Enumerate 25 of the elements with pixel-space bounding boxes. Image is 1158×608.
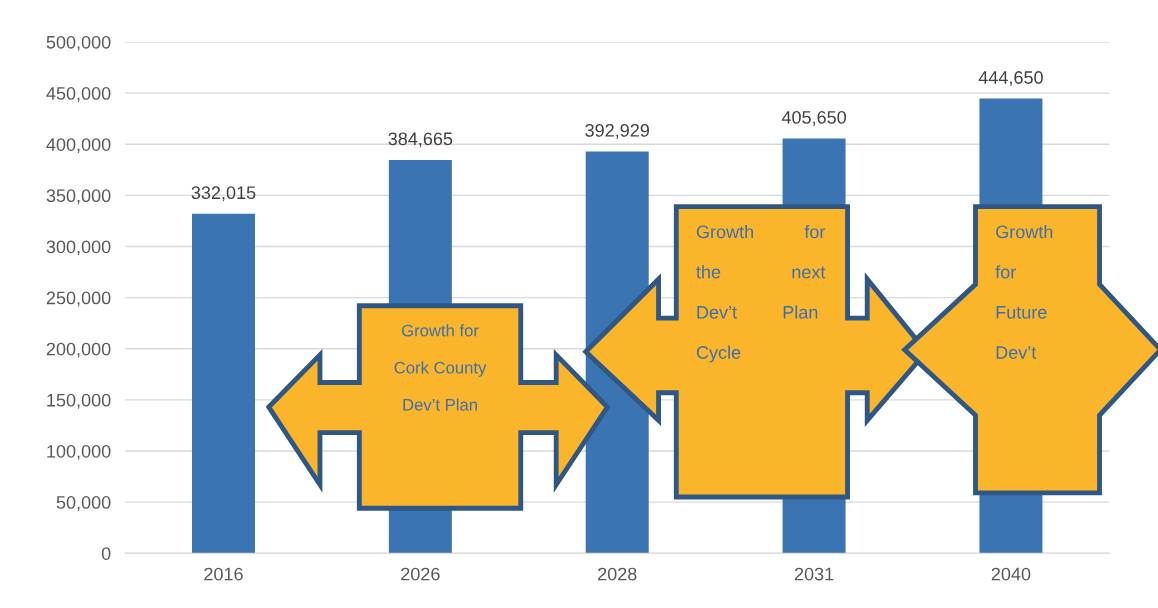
bar (192, 213, 255, 554)
text: Growth for the next Dev’t Plan Cycle (696, 225, 826, 363)
data-label: 332,015 (191, 186, 256, 202)
x-tick-label: 2031 (794, 567, 834, 581)
x-tick-label: 2026 (401, 567, 440, 581)
data-label: 444,650 (978, 71, 1043, 87)
x-tick-label: 2040 (991, 567, 1031, 581)
y-tick-label: 400,000 (46, 138, 111, 154)
y-tick-label: 150,000 (47, 393, 111, 409)
text: Growth for Cork County Dev’t Plan (394, 324, 487, 411)
y-tick-label: 0 (101, 547, 111, 560)
y-tick-label: 450,000 (46, 87, 111, 102)
y-tick-label: 350,000 (46, 189, 111, 205)
text: Growth for Future Dev’t (995, 225, 1053, 359)
x-tick-label: 2016 (204, 567, 243, 581)
y-tick-label: 100,000 (47, 444, 111, 460)
y-tick-label: 250,000 (46, 291, 111, 307)
y-tick-label: 200,000 (46, 342, 111, 358)
data-label: 384,665 (388, 132, 453, 148)
x-tick-label: 2028 (598, 567, 637, 581)
y-tick-label: 500,000 (46, 35, 111, 51)
data-label: 392,929 (585, 123, 649, 139)
data-label: 405,650 (781, 110, 846, 126)
y-tick-label: 300,000 (46, 240, 111, 256)
y-tick-label: 50,000 (56, 496, 111, 511)
